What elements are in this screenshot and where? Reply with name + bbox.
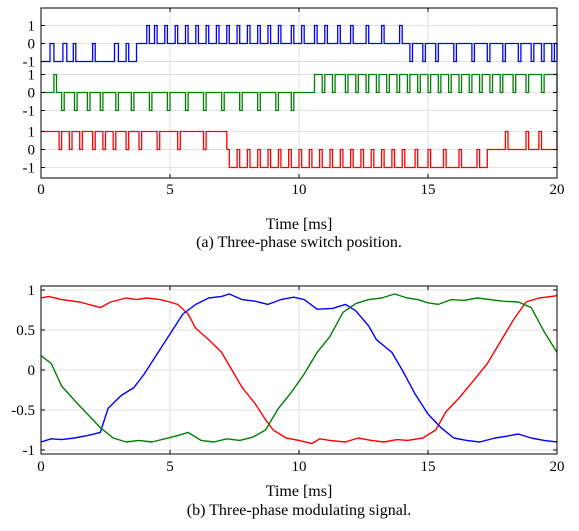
series-line xyxy=(40,294,558,445)
x-tick-label: 20 xyxy=(550,182,565,198)
y-tick-label: 1 xyxy=(28,283,36,299)
series-line xyxy=(40,293,558,443)
y-tick-label: -1 xyxy=(23,104,36,120)
x-tick-label: 0 xyxy=(37,182,45,198)
y-tick-label: 0.5 xyxy=(16,323,35,339)
y-tick-label: -1 xyxy=(23,443,36,459)
series-line xyxy=(41,130,558,169)
y-tick-label: 1 xyxy=(28,19,36,35)
y-tick-label: 0 xyxy=(28,86,36,102)
series-line xyxy=(41,73,558,112)
y-tick-label: 1 xyxy=(28,125,36,141)
x-tick-label: 10 xyxy=(292,182,307,198)
chart-modulating-signal: 0 5 10 15 20 1 0.5 0 -0.5 -1 xyxy=(11,283,564,475)
chart-b-caption: (b) Three-phase modulating signal. xyxy=(187,502,412,519)
x-tick-label: 10 xyxy=(292,459,307,475)
chart-b-xlabel: Time [ms] xyxy=(266,483,333,500)
y-tick-label: 0 xyxy=(28,37,36,53)
y-tick-label: 0 xyxy=(28,363,36,379)
y-tick-label: -1 xyxy=(23,55,36,71)
x-tick-label: 0 xyxy=(37,459,45,475)
x-tick-label: 5 xyxy=(166,182,174,198)
x-tick-label: 15 xyxy=(421,459,436,475)
y-tick-label: -0.5 xyxy=(11,403,35,419)
chart-a-caption: (a) Three-phase switch position. xyxy=(196,234,402,251)
x-tick-label: 15 xyxy=(421,182,436,198)
x-tick-label: 5 xyxy=(166,459,174,475)
series-line xyxy=(40,293,558,443)
chart-a-xlabel: Time [ms] xyxy=(266,216,333,233)
y-tick-label: 0 xyxy=(28,143,36,159)
series-line xyxy=(41,24,558,63)
y-tick-label: 1 xyxy=(28,68,36,84)
x-tick-label: 20 xyxy=(550,459,565,475)
y-tick-label: -1 xyxy=(23,161,36,177)
